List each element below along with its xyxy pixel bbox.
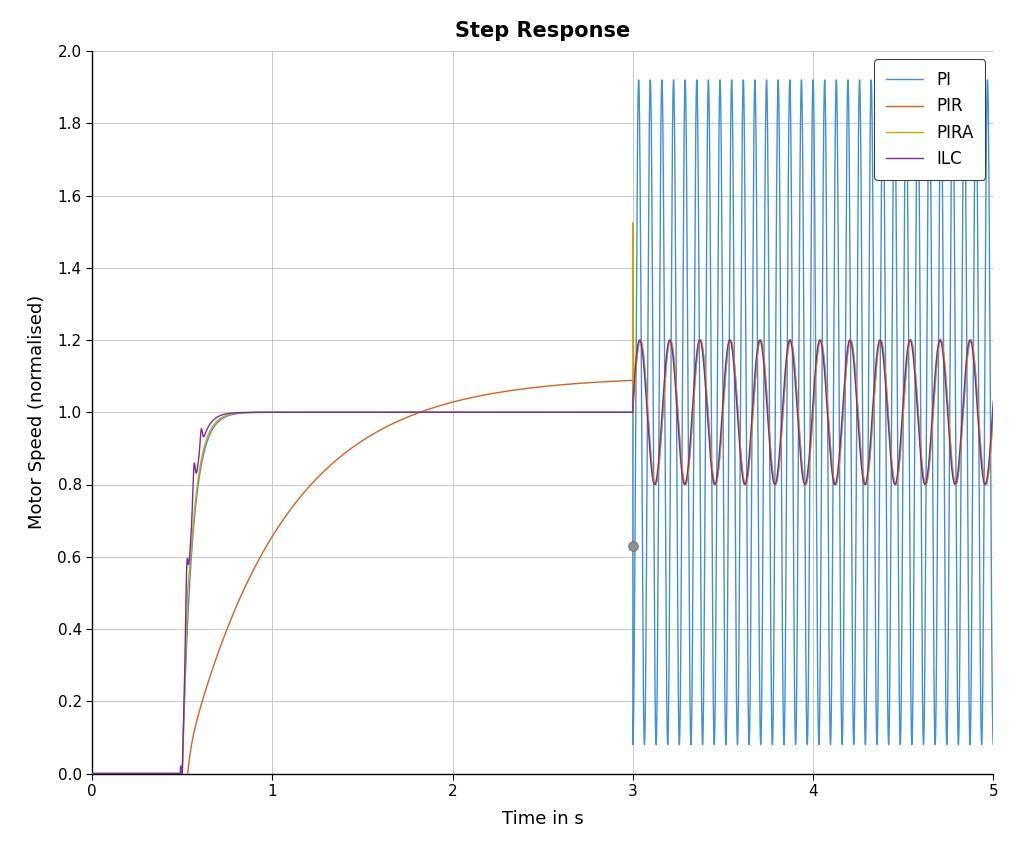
PIR — [929, 382, 941, 392]
Line: ILC: ILC — [92, 340, 993, 774]
Legend: PI, PIR, PIRA, ILC: PI, PIR, PIRA, ILC — [874, 60, 985, 179]
PIR — [512, 384, 524, 394]
PI — [631, 179, 643, 190]
ILC — [929, 371, 941, 382]
Title: Step Response: Step Response — [455, 21, 631, 41]
PI — [665, 408, 677, 418]
ILC — [731, 410, 743, 420]
PIRA — [929, 382, 941, 392]
PIRA — [731, 400, 743, 410]
PIRA — [86, 768, 98, 779]
PI — [512, 407, 524, 417]
Line: PI: PI — [92, 80, 993, 774]
PIR — [731, 400, 743, 410]
PI — [731, 740, 743, 750]
ILC — [665, 337, 677, 347]
PIR — [965, 335, 977, 345]
PIRA — [512, 407, 524, 417]
ILC — [310, 407, 323, 417]
ILC — [987, 396, 999, 406]
ILC — [631, 344, 643, 354]
PIR — [665, 335, 677, 345]
PI — [987, 740, 999, 750]
Y-axis label: Motor Speed (normalised): Motor Speed (normalised) — [29, 295, 46, 530]
PIRA — [631, 350, 643, 360]
PIR — [86, 768, 98, 779]
PIRA — [627, 218, 639, 228]
Line: PIR: PIR — [92, 340, 993, 850]
PIRA — [665, 335, 677, 345]
X-axis label: Time in s: Time in s — [502, 810, 584, 828]
PI — [310, 407, 323, 417]
ILC — [512, 407, 524, 417]
PI — [929, 737, 941, 747]
ILC — [86, 768, 98, 779]
ILC — [724, 335, 736, 345]
PIRA — [310, 407, 323, 417]
PIR — [631, 350, 643, 360]
PIR — [987, 407, 999, 417]
PI — [761, 75, 773, 85]
Line: PIRA: PIRA — [92, 223, 993, 774]
PIR — [310, 473, 323, 484]
PI — [86, 768, 98, 779]
PIRA — [987, 407, 999, 417]
